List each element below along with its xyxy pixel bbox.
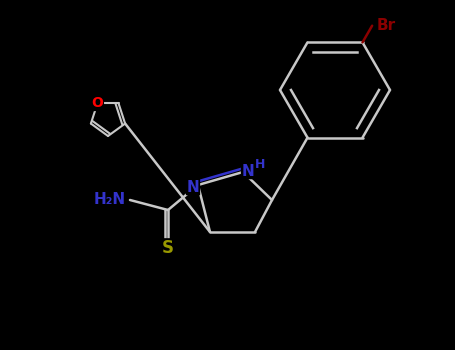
Text: O: O <box>91 97 103 111</box>
Text: H₂N: H₂N <box>94 193 126 208</box>
Text: H: H <box>255 158 265 170</box>
Text: S: S <box>162 239 174 257</box>
Text: Br: Br <box>376 18 395 33</box>
Text: N: N <box>242 163 254 178</box>
Text: N: N <box>187 180 199 195</box>
